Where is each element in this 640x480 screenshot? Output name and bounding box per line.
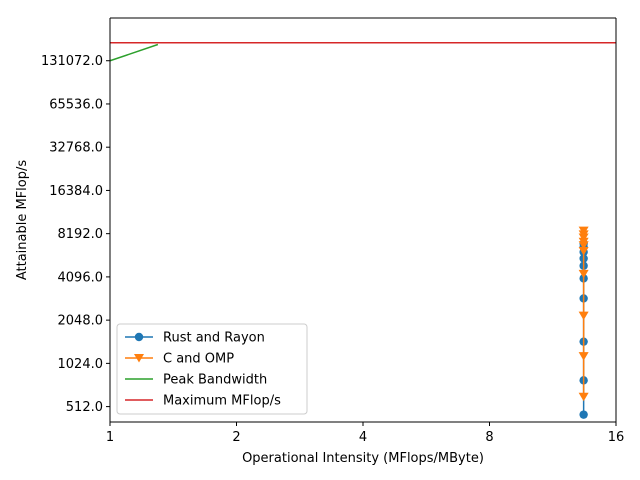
x-tick-label: 8 (485, 430, 493, 445)
legend-marker-rust-and-rayon (134, 332, 144, 342)
legend-marker-c-and-omp (134, 354, 144, 363)
y-tick-label: 8192.0 (58, 227, 104, 242)
y-tick-label: 512.0 (66, 400, 103, 415)
y-axis-label: Attainable MFlop/s (15, 160, 30, 281)
legend-label-peak-bandwidth: Peak Bandwidth (163, 373, 267, 388)
x-tick-label: 16 (608, 430, 625, 445)
y-tick-label: 4096.0 (58, 270, 104, 285)
series-layer (109, 41, 616, 419)
y-tick-label: 2048.0 (58, 314, 104, 329)
legend-label-c-and-omp: C and OMP (163, 352, 234, 367)
x-tick-label: 4 (359, 430, 367, 445)
series-c-and-omp (578, 226, 589, 402)
legend: Rust and Rayon C and OMP Peak Bandwidth Max… (116, 323, 308, 415)
y-tick-label: 16384.0 (49, 184, 103, 199)
y-tick-label: 65536.0 (49, 97, 103, 112)
data-point-rust-and-rayon (579, 410, 588, 419)
data-point-c-and-omp (578, 247, 589, 256)
legend-label-maximum-mflop-s: Maximum MFlop/s (163, 394, 281, 409)
data-point-c-and-omp (578, 392, 589, 402)
x-tick-label: 1 (106, 430, 114, 445)
y-tick-label: 1024.0 (58, 357, 104, 372)
data-point-c-and-omp (578, 269, 589, 279)
x-tick-label: 2 (232, 430, 240, 445)
legend-frame (116, 323, 308, 415)
series-peak-bandwidth (109, 43, 159, 62)
series-line-peak-bandwidth (109, 43, 159, 62)
legend-label-rust-and-rayon: Rust and Rayon (163, 331, 265, 346)
x-axis-label: Operational Intensity (MFlops/MByte) (242, 451, 484, 466)
data-point-c-and-omp (578, 352, 589, 361)
data-point-c-and-omp (578, 311, 589, 321)
axes-layer: 1 2 4 8 16 512.0 1024.0 2048.0 4096.0 8192.0 16384… (41, 17, 625, 445)
y-tick-label: 131072.0 (41, 54, 103, 69)
data-point-c-and-omp (578, 226, 589, 236)
y-tick-label: 32768.0 (49, 141, 103, 156)
